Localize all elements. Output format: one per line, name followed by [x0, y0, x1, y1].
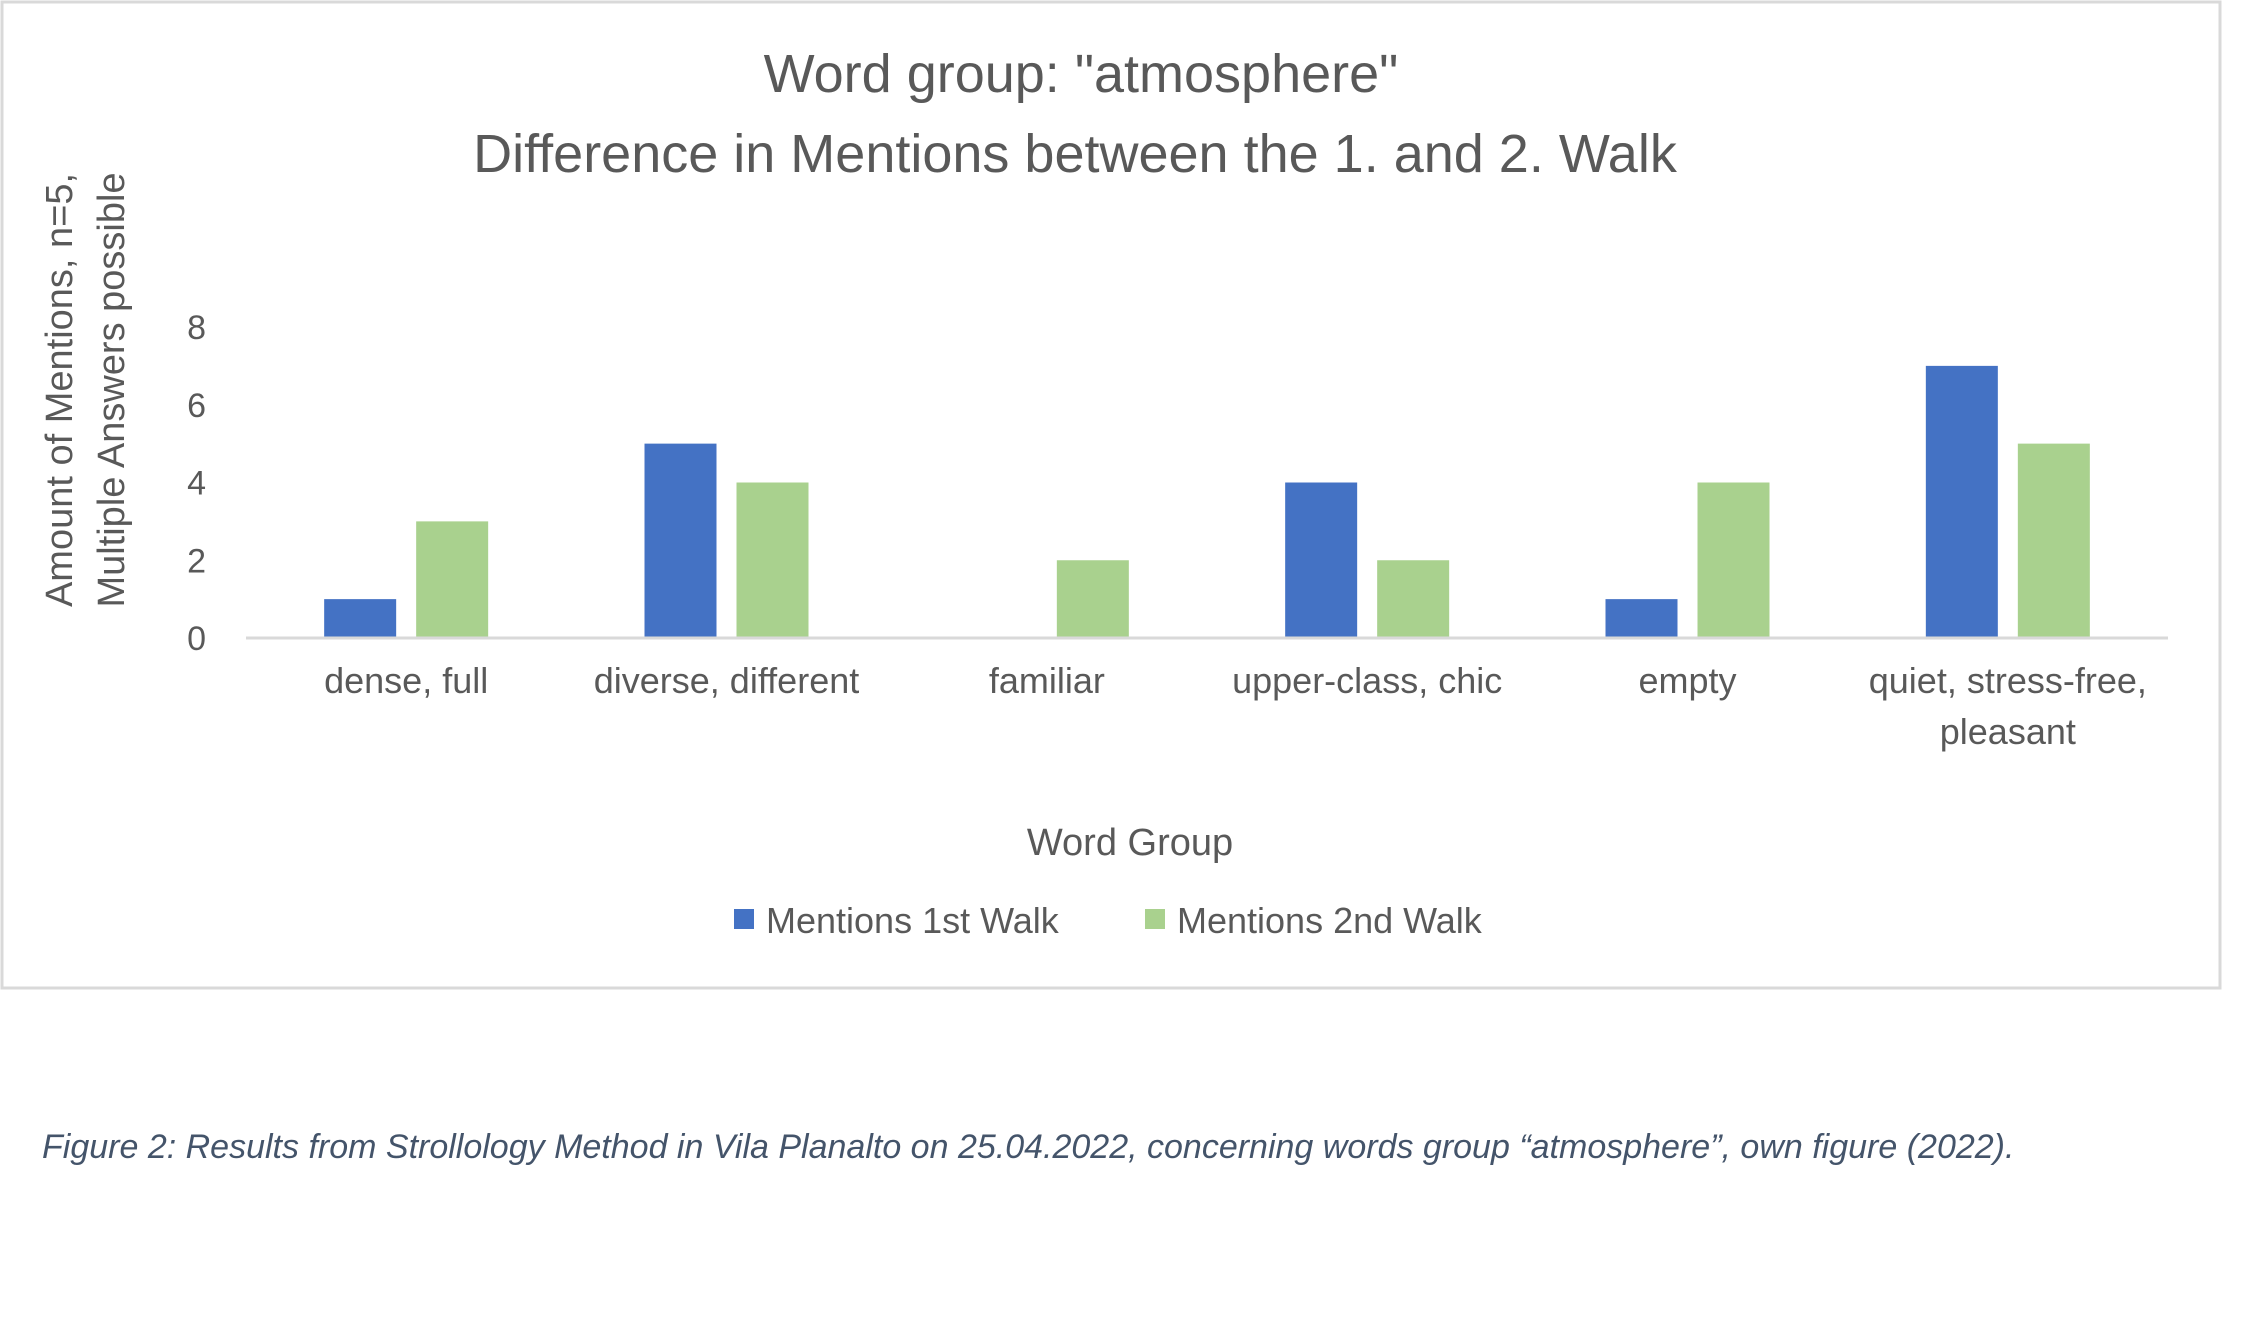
y-axis-label-line-2: Multiple Answers possible: [91, 172, 133, 607]
y-tick-label: 2: [187, 542, 206, 580]
y-tick-label: 6: [187, 387, 206, 425]
x-tick-label: familiar: [989, 660, 1105, 701]
y-axis-label-line-1: Amount of Mentions, n=5,: [39, 173, 81, 607]
x-tick-label: empty: [1638, 660, 1736, 701]
legend-label-series-1: Mentions 1st Walk: [766, 900, 1060, 941]
legend: Mentions 1st Walk Mentions 2nd Walk: [734, 900, 1483, 941]
bar-series-1-category-4: [1285, 482, 1358, 638]
x-axis-label: Word Group: [1027, 822, 1233, 864]
x-tick-label: dense, full: [324, 660, 488, 701]
x-tick-label: pleasant: [1940, 711, 2076, 752]
x-axis-tick-labels: dense, full diverse, different familiar upp…: [324, 660, 2147, 752]
legend-label-series-2: Mentions 2nd Walk: [1177, 900, 1483, 941]
y-tick-label: 4: [187, 465, 206, 503]
y-axis-label: Amount of Mentions, n=5, Multiple Answer…: [39, 172, 133, 607]
legend-swatch-series-2: [1145, 909, 1165, 929]
y-tick-label: 8: [187, 309, 206, 347]
bar-series-1-category-2: [644, 443, 717, 638]
bar-series-2-category-4: [1377, 560, 1450, 638]
bars: [324, 365, 2090, 638]
bar-series-1-category-6: [1925, 365, 1998, 638]
bar-series-1-category-5: [1605, 599, 1678, 638]
bar-series-2-category-1: [416, 521, 489, 638]
x-tick-label: quiet, stress-free,: [1869, 660, 2147, 701]
x-tick-label: diverse, different: [594, 660, 859, 701]
bar-series-2-category-2: [736, 482, 809, 638]
bar-series-2-category-3: [1056, 560, 1129, 638]
bar-series-2-category-5: [1697, 482, 1770, 638]
chart-title-line-1: Word group: "atmosphere": [764, 44, 1399, 104]
x-tick-label: upper-class, chic: [1232, 660, 1502, 701]
bar-series-2-category-6: [2017, 443, 2090, 638]
y-axis-ticks: 0 2 4 6 8: [187, 309, 206, 658]
bar-series-1-category-1: [324, 599, 397, 638]
legend-swatch-series-1: [734, 909, 754, 929]
y-tick-label: 0: [187, 620, 206, 658]
chart-title-line-2: Difference in Mentions between the 1. an…: [473, 124, 1678, 184]
chart-border: [0, 0, 2222, 990]
figure-caption: Figure 2: Results from Strollology Metho…: [42, 1128, 2015, 1166]
